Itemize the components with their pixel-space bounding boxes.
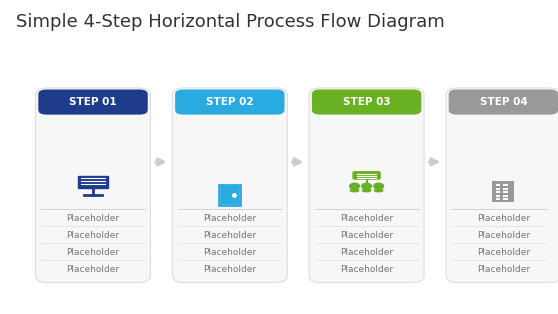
Bar xyxy=(503,184,508,187)
Text: Placeholder: Placeholder xyxy=(477,265,530,274)
FancyBboxPatch shape xyxy=(36,88,151,283)
Text: Placeholder: Placeholder xyxy=(477,248,530,257)
FancyBboxPatch shape xyxy=(374,189,383,192)
FancyBboxPatch shape xyxy=(449,89,558,115)
Text: Placeholder: Placeholder xyxy=(66,214,119,223)
Text: Placeholder: Placeholder xyxy=(66,248,119,257)
FancyBboxPatch shape xyxy=(446,88,558,283)
Bar xyxy=(503,198,508,200)
Bar xyxy=(503,191,508,193)
Bar xyxy=(496,191,500,193)
Text: STEP 03: STEP 03 xyxy=(343,97,391,107)
FancyBboxPatch shape xyxy=(362,189,372,192)
Bar xyxy=(496,184,500,187)
Text: Placeholder: Placeholder xyxy=(340,248,393,257)
Circle shape xyxy=(374,183,383,189)
FancyBboxPatch shape xyxy=(350,189,359,192)
Circle shape xyxy=(350,183,359,189)
Bar xyxy=(503,188,508,190)
Text: Placeholder: Placeholder xyxy=(477,214,530,223)
FancyBboxPatch shape xyxy=(309,88,424,283)
Bar xyxy=(496,195,500,197)
Text: STEP 01: STEP 01 xyxy=(69,97,117,107)
Bar xyxy=(496,188,500,190)
FancyBboxPatch shape xyxy=(172,88,287,283)
Text: STEP 04: STEP 04 xyxy=(479,97,527,107)
FancyBboxPatch shape xyxy=(175,89,285,115)
Bar xyxy=(493,181,514,202)
Text: Simple 4-Step Horizontal Process Flow Diagram: Simple 4-Step Horizontal Process Flow Di… xyxy=(16,13,445,30)
FancyBboxPatch shape xyxy=(312,89,421,115)
Bar xyxy=(503,195,508,197)
FancyBboxPatch shape xyxy=(353,171,381,180)
Text: Placeholder: Placeholder xyxy=(203,231,256,240)
Text: Placeholder: Placeholder xyxy=(477,231,530,240)
Bar xyxy=(496,198,500,200)
Text: Placeholder: Placeholder xyxy=(203,214,256,223)
Text: Placeholder: Placeholder xyxy=(203,265,256,274)
Text: Placeholder: Placeholder xyxy=(66,231,119,240)
Text: Placeholder: Placeholder xyxy=(340,214,393,223)
Text: Placeholder: Placeholder xyxy=(66,265,119,274)
Text: Placeholder: Placeholder xyxy=(203,248,256,257)
Text: Placeholder: Placeholder xyxy=(340,231,393,240)
Text: STEP 02: STEP 02 xyxy=(206,97,254,107)
Text: Placeholder: Placeholder xyxy=(340,265,393,274)
Circle shape xyxy=(362,183,372,189)
Bar xyxy=(221,185,239,204)
Bar xyxy=(219,185,240,205)
FancyBboxPatch shape xyxy=(39,89,148,115)
Bar xyxy=(78,176,108,188)
